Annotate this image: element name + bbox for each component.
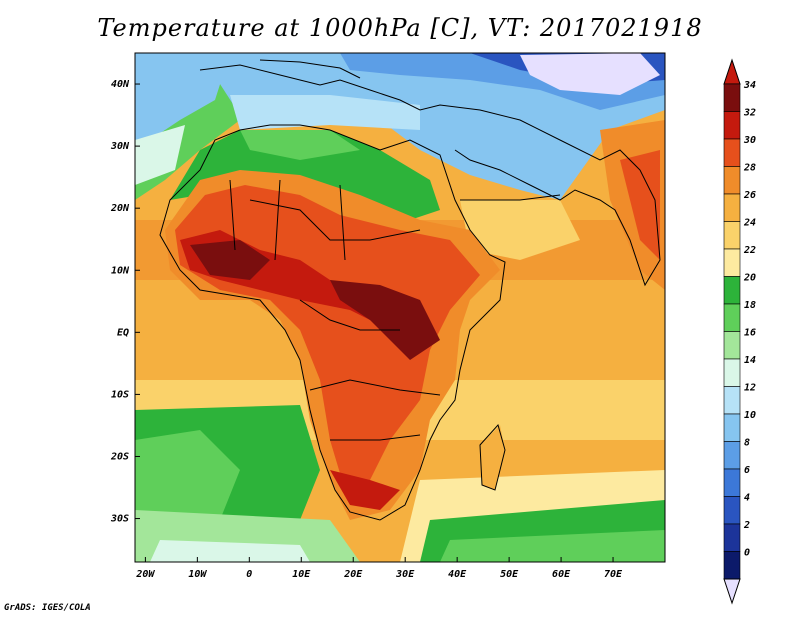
lon-label: 70E: [604, 569, 623, 580]
colorbar-swatch: [723, 551, 741, 580]
colorbar-label: 16: [744, 328, 756, 339]
lat-label: 40N: [111, 79, 130, 90]
colorbar-swatch: [723, 111, 741, 140]
plot-frame: [134, 52, 666, 563]
lat-label: 30N: [110, 141, 130, 152]
colorbar-swatch: [723, 138, 741, 167]
colorbar-swatch: [723, 358, 741, 387]
colorbar-label: 28: [743, 163, 756, 174]
colorbar-label: 4: [744, 493, 750, 504]
lat-label: 10S: [111, 389, 129, 400]
lat-label: 20N: [110, 203, 130, 214]
colorbar-label: 18: [744, 300, 756, 311]
colorbar-label: 12: [744, 383, 756, 394]
lon-label: 0: [246, 569, 252, 580]
colorbar-swatch: [723, 303, 741, 332]
lon-label: 60E: [552, 569, 571, 580]
map-title: Temperature at 1000hPa [C], VT: 20170219…: [97, 14, 703, 42]
colorbar-label: 14: [744, 355, 756, 366]
colorbar-label: 32: [743, 108, 756, 119]
grads-credit: GrADS: IGES/COLA: [4, 603, 91, 613]
colorbar-swatch: [723, 441, 741, 470]
colorbar-under-triangle: [723, 578, 741, 605]
map-field: [135, 53, 665, 562]
lat-label: 30S: [110, 514, 129, 525]
colorbar-swatch: [723, 83, 741, 112]
lon-label: 20E: [343, 569, 363, 580]
colorbar-label: 0: [744, 548, 750, 559]
colorbar-label: 2: [743, 520, 750, 531]
lon-label: 40E: [448, 569, 467, 580]
longitude-axis: 20W 10W 0 10E 20E 30E 40E 50E 60E 70E: [135, 557, 623, 580]
lon-label: 50E: [500, 569, 519, 580]
colorbar-swatch: [723, 468, 741, 497]
lat-label: 20S: [110, 451, 129, 462]
colorbar-label: 10: [744, 410, 756, 421]
lon-label: 10E: [292, 569, 311, 580]
colorbar-label: 24: [743, 218, 756, 229]
colorbar-swatch: [723, 193, 741, 222]
colorbar-swatch: [723, 386, 741, 415]
latitude-axis: 40N 30N 20N 10N EQ 10S 20S 30S: [110, 79, 140, 525]
colorbar-label: 34: [743, 80, 756, 91]
colorbar-label: 20: [743, 273, 756, 284]
colorbar-swatch: [723, 276, 741, 305]
colorbar-swatch: [723, 248, 741, 277]
colorbar-label: 30: [743, 135, 756, 146]
colorbar-swatch: [723, 166, 741, 195]
lat-label: EQ: [117, 327, 129, 338]
colorbar-label: 22: [743, 245, 756, 256]
colorbar-label: 8: [744, 438, 750, 449]
colorbar-over-triangle: [723, 58, 741, 85]
coastlines: [159, 59, 661, 521]
colorbar-swatch: [723, 413, 741, 442]
lon-label: 30E: [395, 569, 415, 580]
colorbar-label: 6: [744, 465, 750, 476]
lat-label: 10N: [111, 265, 130, 276]
colorbar-swatch: [723, 496, 741, 525]
colorbar-swatch: [723, 221, 741, 250]
colorbar-swatch: [723, 523, 741, 552]
colorbar-label: 26: [743, 190, 756, 201]
colorbar-swatch: [723, 331, 741, 360]
lon-label: 10W: [188, 569, 207, 580]
lon-label: 20W: [135, 569, 155, 580]
